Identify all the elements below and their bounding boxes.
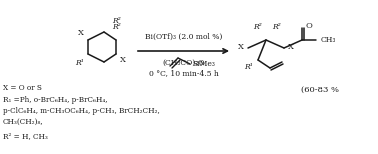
Text: CH₃(CH₂)₈,: CH₃(CH₂)₈, [3,118,43,126]
Text: R₁ =Ph, o-BrC₆H₄, p-BrC₆H₄,: R₁ =Ph, o-BrC₆H₄, p-BrC₆H₄, [3,96,107,104]
Text: R² = H, CH₃: R² = H, CH₃ [3,132,48,140]
Text: X: X [78,29,84,37]
Text: SiMe₃: SiMe₃ [192,60,215,68]
Text: p-ClC₆H₄, m-CH₃OC₆H₄, p-CH₃, BrCH₂CH₂,: p-ClC₆H₄, m-CH₃OC₆H₄, p-CH₃, BrCH₂CH₂, [3,107,160,115]
Text: (CH₃CO)₂O: (CH₃CO)₂O [162,59,205,67]
Text: X = O or S: X = O or S [3,84,42,92]
Text: Bi(OTf)₃ (2.0 mol %): Bi(OTf)₃ (2.0 mol %) [145,33,222,41]
Text: X: X [120,56,126,64]
Text: R²: R² [272,23,281,31]
Text: X: X [288,43,294,51]
Text: R²: R² [253,23,262,31]
Text: O: O [305,22,312,30]
Text: 0 °C, 10 min-4.5 h: 0 °C, 10 min-4.5 h [149,69,218,77]
Text: X: X [238,43,244,51]
Text: R¹: R¹ [75,59,84,67]
Text: R²: R² [112,23,121,31]
Text: R²: R² [112,17,121,25]
Text: CH₃: CH₃ [321,36,336,44]
Text: R¹: R¹ [244,63,253,71]
Text: (60-83 %: (60-83 % [301,86,339,94]
